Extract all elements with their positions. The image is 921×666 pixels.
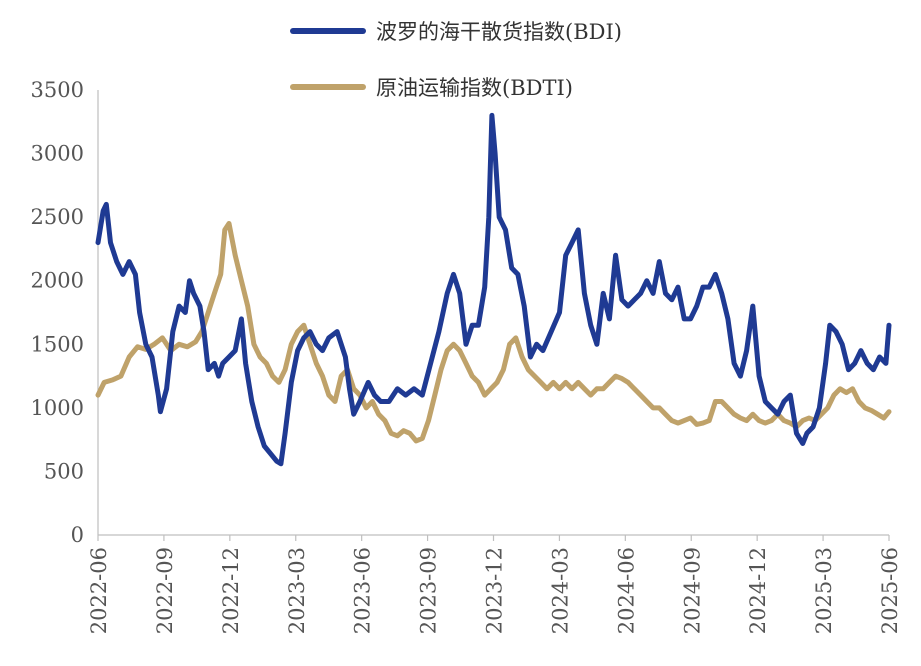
x-tick-label: 2024-03 bbox=[548, 547, 572, 634]
series-bdi-line bbox=[95, 112, 892, 467]
y-tick-label: 1500 bbox=[31, 332, 84, 356]
legend-bdti-swatch bbox=[290, 84, 366, 90]
x-tick-label: 2023-03 bbox=[285, 547, 309, 634]
y-tick-label: 0 bbox=[71, 523, 84, 547]
x-tick-label: 2022-12 bbox=[219, 547, 243, 634]
x-tick-label: 2022-09 bbox=[153, 547, 177, 634]
legend-bdi-swatch bbox=[290, 28, 366, 34]
y-tick-label: 2500 bbox=[31, 205, 84, 229]
y-tick-label: 1000 bbox=[31, 396, 84, 420]
x-tick-label: 2024-06 bbox=[614, 547, 638, 634]
x-tick-label: 2023-09 bbox=[417, 547, 441, 634]
x-tick-label: 2023-06 bbox=[351, 547, 375, 634]
legend-bdi-label: 波罗的海干散货指数(BDI) bbox=[376, 20, 622, 44]
y-tick-label: 3500 bbox=[31, 78, 84, 102]
legend-bdti-label: 原油运输指数(BDTI) bbox=[376, 76, 573, 100]
x-tick-label: 2025-03 bbox=[812, 547, 836, 634]
x-tick-label: 2023-12 bbox=[483, 547, 507, 634]
legend-bdti: 原油运输指数(BDTI) bbox=[290, 72, 573, 102]
x-tick-label: 2025-06 bbox=[878, 547, 902, 634]
series-bdti-line bbox=[95, 221, 892, 444]
legend-bdi: 波罗的海干散货指数(BDI) bbox=[290, 16, 622, 46]
x-tick-label: 2022-06 bbox=[87, 547, 111, 634]
x-tick-label: 2024-12 bbox=[746, 547, 770, 634]
y-tick-label: 3000 bbox=[31, 142, 84, 166]
y-tick-label: 500 bbox=[44, 459, 84, 483]
y-tick-label: 2000 bbox=[31, 269, 84, 293]
x-tick-label: 2024-09 bbox=[680, 547, 704, 634]
